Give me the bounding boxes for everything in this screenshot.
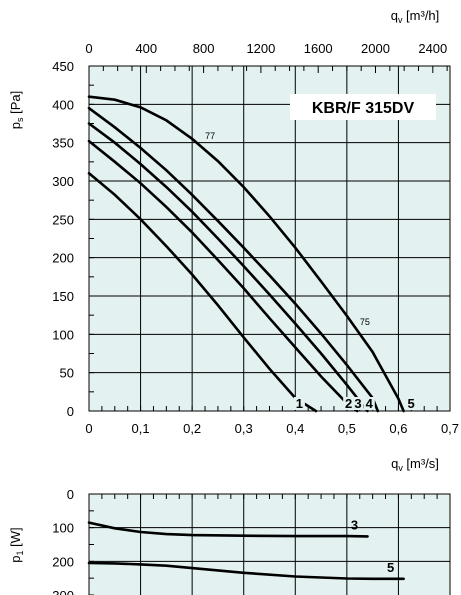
- power-curve-label-3: 3: [351, 517, 358, 532]
- y-tick-label: 400: [52, 97, 74, 112]
- curve-label-2: 2: [345, 396, 352, 411]
- x-axis-label: qv [m³/s]: [391, 456, 439, 473]
- curve-3: [87, 122, 369, 413]
- power-flow-chart: 0 100 200 300 p1 [W] 3 5: [8, 487, 451, 595]
- curve-5: [87, 95, 405, 413]
- power-y-tick-label: 200: [52, 554, 74, 569]
- curve-label-bg: [352, 397, 364, 410]
- top-tick-label: 1200: [246, 41, 275, 56]
- curve-label-4: 4: [366, 396, 374, 411]
- top-tick-label: 1600: [304, 41, 333, 56]
- curve-label-1: 1: [296, 396, 303, 411]
- y-tick-label: 100: [52, 327, 74, 342]
- power-y-axis-label: p1 [W]: [8, 527, 25, 562]
- chart-title-box: [290, 94, 436, 120]
- top-tick-label: 800: [193, 41, 215, 56]
- curve-label-bg: [363, 397, 375, 410]
- curve-label-5: 5: [407, 396, 414, 411]
- x-tick-label: 0,1: [132, 421, 150, 436]
- pressure-flow-chart: 0 0,1 0,2 0,3 0,4 0,5 0,6 0,7050100150200250300…: [8, 8, 459, 473]
- curve-label-3: 3: [354, 396, 361, 411]
- power-y-tick-label: 100: [52, 521, 74, 536]
- x-tick-label: 0,2: [183, 421, 201, 436]
- x-tick-label: 0,5: [338, 421, 356, 436]
- x-tick-label: 0: [85, 421, 92, 436]
- x-tick-label: 0,4: [286, 421, 304, 436]
- x-tick-label: 0,7: [441, 421, 459, 436]
- curve-annotation: 75: [360, 317, 370, 327]
- y-tick-label: 450: [52, 59, 74, 74]
- x-tick-label: 0,6: [389, 421, 407, 436]
- curve-1: [87, 172, 318, 413]
- power-y-tick-label: 0: [67, 487, 74, 502]
- top-tick-label: 400: [135, 41, 157, 56]
- y-tick-label: 300: [52, 174, 74, 189]
- y-axis-label: ps [Pa]: [8, 91, 25, 129]
- power-curve-5: [87, 561, 405, 581]
- y-tick-label: 200: [52, 251, 74, 266]
- curve-label-bg: [343, 397, 355, 410]
- y-tick-label: 350: [52, 136, 74, 151]
- y-tick-label: 250: [52, 212, 74, 227]
- top-tick-label: 2400: [418, 41, 447, 56]
- curve-4: [87, 106, 380, 413]
- curve-label-bg: [405, 397, 417, 410]
- curve-label-bg: [293, 397, 305, 410]
- chart-title: KBR/F 315DV: [312, 100, 415, 117]
- top-tick-label: 2000: [361, 41, 390, 56]
- top-axis-label: qv [m³/h]: [391, 8, 440, 25]
- y-tick-label: 150: [52, 289, 74, 304]
- power-y-tick-label: 300: [52, 588, 74, 595]
- top-tick-label: 0: [85, 41, 92, 56]
- power-curve-label-5: 5: [387, 560, 394, 575]
- plot-area: [88, 65, 451, 412]
- curve-2: [87, 139, 359, 413]
- y-tick-label: 50: [60, 366, 74, 381]
- x-tick-label: 0,3: [235, 421, 253, 436]
- y-tick-label: 0: [67, 404, 74, 419]
- power-curve-3: [87, 521, 369, 538]
- curve-annotation: 77: [205, 131, 215, 141]
